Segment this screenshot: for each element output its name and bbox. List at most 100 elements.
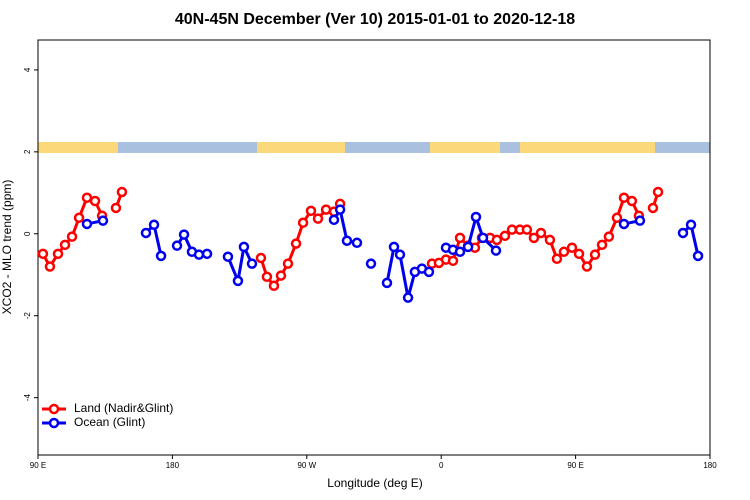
data-point <box>81 218 93 230</box>
data-point <box>462 241 474 253</box>
data-point <box>232 275 244 287</box>
data-point <box>573 248 585 260</box>
data-point <box>44 261 56 272</box>
data-point <box>297 217 309 228</box>
data-point <box>110 202 122 214</box>
data-point <box>365 258 377 269</box>
land-strip <box>520 142 655 153</box>
y-tick-label: -4 <box>23 394 32 402</box>
data-point <box>477 232 489 244</box>
data-point <box>454 232 466 244</box>
data-point <box>521 224 533 235</box>
data-point <box>491 234 503 246</box>
data-point <box>66 231 78 242</box>
data-point <box>334 204 346 215</box>
data-point <box>116 186 128 198</box>
x-tick-label: 0 <box>439 461 444 470</box>
data-point <box>178 229 190 240</box>
data-point <box>328 214 340 226</box>
data-point <box>551 253 563 265</box>
data-point <box>499 230 511 242</box>
y-tick-label: 2 <box>23 149 32 154</box>
data-point <box>626 195 638 207</box>
legend-marker <box>48 417 60 429</box>
data-point <box>490 245 502 256</box>
y-tick-label: 0 <box>23 231 32 236</box>
data-point <box>589 249 601 260</box>
data-point <box>201 248 213 260</box>
y-tick-label: -2 <box>23 312 32 320</box>
series-line <box>226 242 254 287</box>
y-axis-label: XCO2 - MLO trend (ppm) <box>0 180 14 315</box>
data-point <box>558 246 570 258</box>
x-tick-label: 90 W <box>297 461 316 470</box>
data-point <box>255 252 267 264</box>
data-point <box>246 258 258 269</box>
data-point <box>341 235 353 246</box>
data-point <box>89 195 101 207</box>
land-strip <box>430 142 500 153</box>
chart-title: 40N-45N December (Ver 10) 2015-01-01 to … <box>175 11 575 28</box>
data-point <box>581 261 593 272</box>
data-point <box>155 250 167 262</box>
legend: Land (Nadir&Glint)Ocean (Glint) <box>42 401 173 429</box>
ocean-strip <box>38 142 710 153</box>
data-point <box>238 241 250 253</box>
data-point <box>447 255 459 267</box>
data-point <box>140 227 152 239</box>
land-strip <box>38 142 118 153</box>
data-point <box>692 250 704 262</box>
x-tick-label: 90 E <box>567 461 583 470</box>
data-point <box>275 270 287 281</box>
data-point <box>268 280 280 292</box>
data-point <box>470 211 482 223</box>
data-point <box>634 215 646 226</box>
data-point <box>81 192 93 203</box>
data-point <box>528 232 540 244</box>
data-point <box>685 219 697 231</box>
data-point <box>312 213 324 224</box>
data-point <box>52 248 64 260</box>
data-point <box>73 212 85 224</box>
x-tick-label: 180 <box>703 461 717 470</box>
data-point <box>423 266 435 278</box>
x-axis-label: Longitude (deg E) <box>327 476 422 490</box>
plot-frame <box>37 39 711 456</box>
data-point <box>388 241 400 253</box>
data-point <box>381 277 393 289</box>
data-point <box>97 215 109 226</box>
x-tick-label: 90 E <box>30 461 46 470</box>
data-point <box>351 237 363 249</box>
data-point <box>59 239 71 251</box>
land-strip <box>257 142 345 153</box>
data-point <box>618 218 630 230</box>
data-point <box>535 227 547 239</box>
legend-marker <box>48 403 60 415</box>
data-point <box>611 212 623 224</box>
data-point <box>394 249 406 260</box>
data-point <box>454 246 466 258</box>
data-point <box>171 240 183 251</box>
data-point <box>402 292 414 303</box>
data-point <box>222 251 234 262</box>
data-point <box>290 238 302 249</box>
data-point <box>148 219 160 231</box>
y-tick-label: 4 <box>23 67 32 72</box>
data-point <box>596 239 608 251</box>
data-point <box>647 202 659 214</box>
legend-label: Ocean (Glint) <box>74 415 145 429</box>
data-point <box>566 242 578 253</box>
data-point <box>282 258 294 269</box>
data-point <box>305 205 317 217</box>
land-ocean-strip <box>38 142 710 153</box>
data-point <box>37 248 49 260</box>
x-tick-label: 180 <box>166 461 180 470</box>
data-point <box>261 271 273 283</box>
data-point <box>652 186 664 198</box>
legend-label: Land (Nadir&Glint) <box>74 401 173 415</box>
data-point <box>677 227 689 239</box>
data-point <box>193 249 205 260</box>
data-point <box>544 234 556 246</box>
data-point <box>603 231 615 242</box>
